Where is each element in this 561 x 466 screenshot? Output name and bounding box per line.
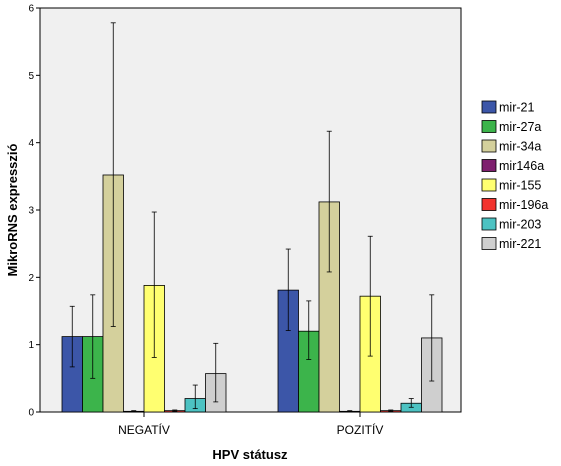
legend-item-mir146a: mir146a (481, 159, 544, 173)
error-bar-mir146a-pozitív (347, 410, 353, 413)
legend-item-mir-21: mir-21 (481, 100, 534, 115)
legend-label: mir-196a (499, 198, 548, 212)
error-bar-mir-34a-negatív (110, 22, 116, 327)
error-bar-mir-196a-pozitív (388, 409, 394, 412)
legend-swatch (481, 159, 497, 172)
error-bar-mir-221-negatív (213, 342, 219, 403)
y-tick-label: 4 (28, 138, 34, 149)
error-bar-mir-155-negatív (151, 211, 157, 358)
error-bar-mir-27a-pozitív (306, 300, 312, 360)
error-bar-mir-27a-negatív (90, 294, 96, 379)
legend-label: mir-221 (499, 237, 541, 251)
y-axis-title: MikroRNS expresszió (5, 143, 20, 276)
y-tick-label: 0 (28, 408, 34, 419)
legend: mir-21 mir-27a mir-34a mir146a mir-155 mir-19… (481, 100, 548, 251)
error-bar-mir146a-negatív (131, 410, 137, 413)
error-bar-mir-221-pozitív (429, 294, 435, 382)
error-bars-group (69, 22, 435, 413)
legend-item-mir-203: mir-203 (481, 217, 541, 232)
legend-item-mir-155: mir-155 (481, 178, 541, 193)
legend-label: mir-27a (499, 120, 541, 134)
legend-label: mir-155 (499, 179, 541, 193)
legend-swatch (481, 237, 497, 250)
x-category-label: POZITÍV (337, 422, 384, 437)
legend-swatch (481, 139, 497, 153)
x-axis: NEGATÍV POZITÍV (118, 412, 383, 437)
legend-swatch (481, 100, 497, 114)
legend-label: mir-21 (499, 101, 534, 115)
error-bar-mir-21-negatív (69, 305, 75, 368)
legend-swatch (481, 217, 497, 231)
error-bar-mir-203-pozitív (408, 398, 414, 408)
legend-label: mir-203 (499, 218, 541, 232)
legend-item-mir-27a: mir-27a (481, 120, 541, 134)
legend-item-mir-221: mir-221 (481, 237, 541, 251)
legend-label: mir-34a (499, 140, 541, 154)
error-bar-mir-34a-pozitív (326, 130, 332, 273)
error-bar-mir-155-pozitív (367, 235, 373, 357)
legend-swatch (481, 178, 497, 192)
x-category-label: NEGATÍV (118, 422, 170, 437)
error-bar-mir-21-pozitív (285, 248, 291, 331)
y-tick-label: 6 (28, 4, 34, 15)
error-bar-mir-196a-negatív (172, 409, 178, 412)
y-tick-label: 1 (28, 340, 34, 351)
y-tick-label: 3 (28, 206, 34, 217)
legend-swatch (481, 198, 497, 211)
y-tick-label: 2 (28, 273, 34, 284)
legend-swatch (481, 120, 497, 133)
legend-item-mir-34a: mir-34a (481, 139, 541, 154)
legend-item-mir-196a: mir-196a (481, 198, 548, 212)
error-bar-mir-203-negatív (192, 384, 198, 410)
y-axis: 0 1 2 3 4 5 6 (28, 4, 40, 419)
legend-label: mir146a (499, 159, 544, 173)
y-tick-label: 5 (28, 71, 34, 82)
x-axis-title: HPV státusz (212, 447, 288, 462)
